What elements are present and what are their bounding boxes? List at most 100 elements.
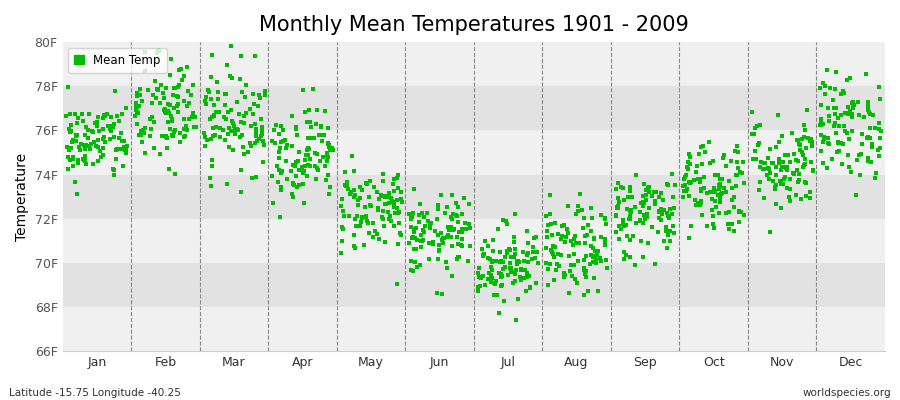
Point xyxy=(407,186,421,192)
Point xyxy=(611,205,625,212)
Point xyxy=(322,142,337,148)
Point xyxy=(115,138,130,144)
Point xyxy=(539,260,554,267)
Point xyxy=(771,160,786,166)
Point xyxy=(865,141,879,147)
Point xyxy=(728,148,742,154)
Point xyxy=(423,225,437,231)
Point xyxy=(203,175,218,181)
Point xyxy=(297,200,311,206)
Point xyxy=(652,208,666,214)
Point xyxy=(860,134,875,141)
Point xyxy=(476,252,491,259)
Point xyxy=(256,142,271,148)
Point xyxy=(548,220,562,226)
Y-axis label: Temperature: Temperature xyxy=(15,152,29,241)
Point xyxy=(551,231,565,237)
Point xyxy=(779,164,794,170)
Point xyxy=(449,212,464,219)
Point xyxy=(835,161,850,168)
Point xyxy=(520,259,535,265)
Point xyxy=(842,107,857,114)
Point xyxy=(156,90,170,96)
Point xyxy=(67,154,81,160)
Point xyxy=(412,219,427,225)
Point xyxy=(302,152,316,158)
Point xyxy=(476,272,491,279)
Point xyxy=(757,160,771,166)
Point xyxy=(832,139,846,145)
Point xyxy=(750,123,764,129)
Point xyxy=(657,207,671,213)
Point xyxy=(774,164,788,170)
Point xyxy=(544,247,558,253)
Point xyxy=(706,220,721,227)
Point xyxy=(502,260,517,266)
Point xyxy=(868,125,882,131)
Point xyxy=(559,234,573,240)
Point xyxy=(506,279,520,286)
Point xyxy=(814,122,828,129)
Point xyxy=(623,206,637,213)
Point xyxy=(225,74,239,81)
Point xyxy=(639,213,653,220)
Point xyxy=(71,156,86,163)
Point xyxy=(873,145,887,151)
Point xyxy=(351,196,365,203)
Point xyxy=(129,102,143,109)
Point xyxy=(695,211,709,218)
Point xyxy=(544,249,559,255)
Point xyxy=(414,244,428,250)
Point xyxy=(245,175,259,182)
Point xyxy=(112,117,126,124)
Point xyxy=(310,151,324,157)
Point xyxy=(274,138,288,145)
Point xyxy=(782,158,796,165)
Point xyxy=(435,291,449,297)
Point xyxy=(796,135,810,142)
Point xyxy=(529,234,544,240)
Point xyxy=(319,177,333,183)
Point xyxy=(681,166,696,172)
Point xyxy=(582,261,597,267)
Point xyxy=(752,187,767,194)
Point xyxy=(785,129,799,136)
Point xyxy=(793,147,807,153)
Point xyxy=(771,139,786,146)
Point xyxy=(814,122,828,128)
Point xyxy=(541,266,555,272)
Point xyxy=(814,118,828,124)
Point xyxy=(285,194,300,200)
Point xyxy=(87,139,102,145)
Point xyxy=(132,102,147,109)
Point xyxy=(428,228,443,234)
Point xyxy=(406,210,420,216)
Point xyxy=(403,266,418,273)
Point xyxy=(627,261,642,268)
Point xyxy=(611,195,625,202)
Point xyxy=(580,252,594,259)
Point xyxy=(558,239,572,245)
Point xyxy=(654,206,669,212)
Point xyxy=(144,126,158,132)
Point xyxy=(831,140,845,146)
Point xyxy=(769,143,783,150)
Point xyxy=(682,151,697,157)
Point xyxy=(212,109,226,116)
Point xyxy=(249,174,264,181)
Point xyxy=(86,128,100,134)
Point xyxy=(106,167,121,173)
Point xyxy=(797,156,812,162)
Point xyxy=(303,124,318,130)
Point xyxy=(694,188,708,194)
Point xyxy=(176,98,191,104)
Point xyxy=(511,258,526,264)
Point xyxy=(635,203,650,210)
Point xyxy=(142,133,157,140)
Point xyxy=(841,152,855,158)
Point xyxy=(228,131,242,138)
Point xyxy=(320,153,334,159)
Point xyxy=(569,240,583,246)
Point xyxy=(713,180,727,187)
Point xyxy=(494,274,508,280)
